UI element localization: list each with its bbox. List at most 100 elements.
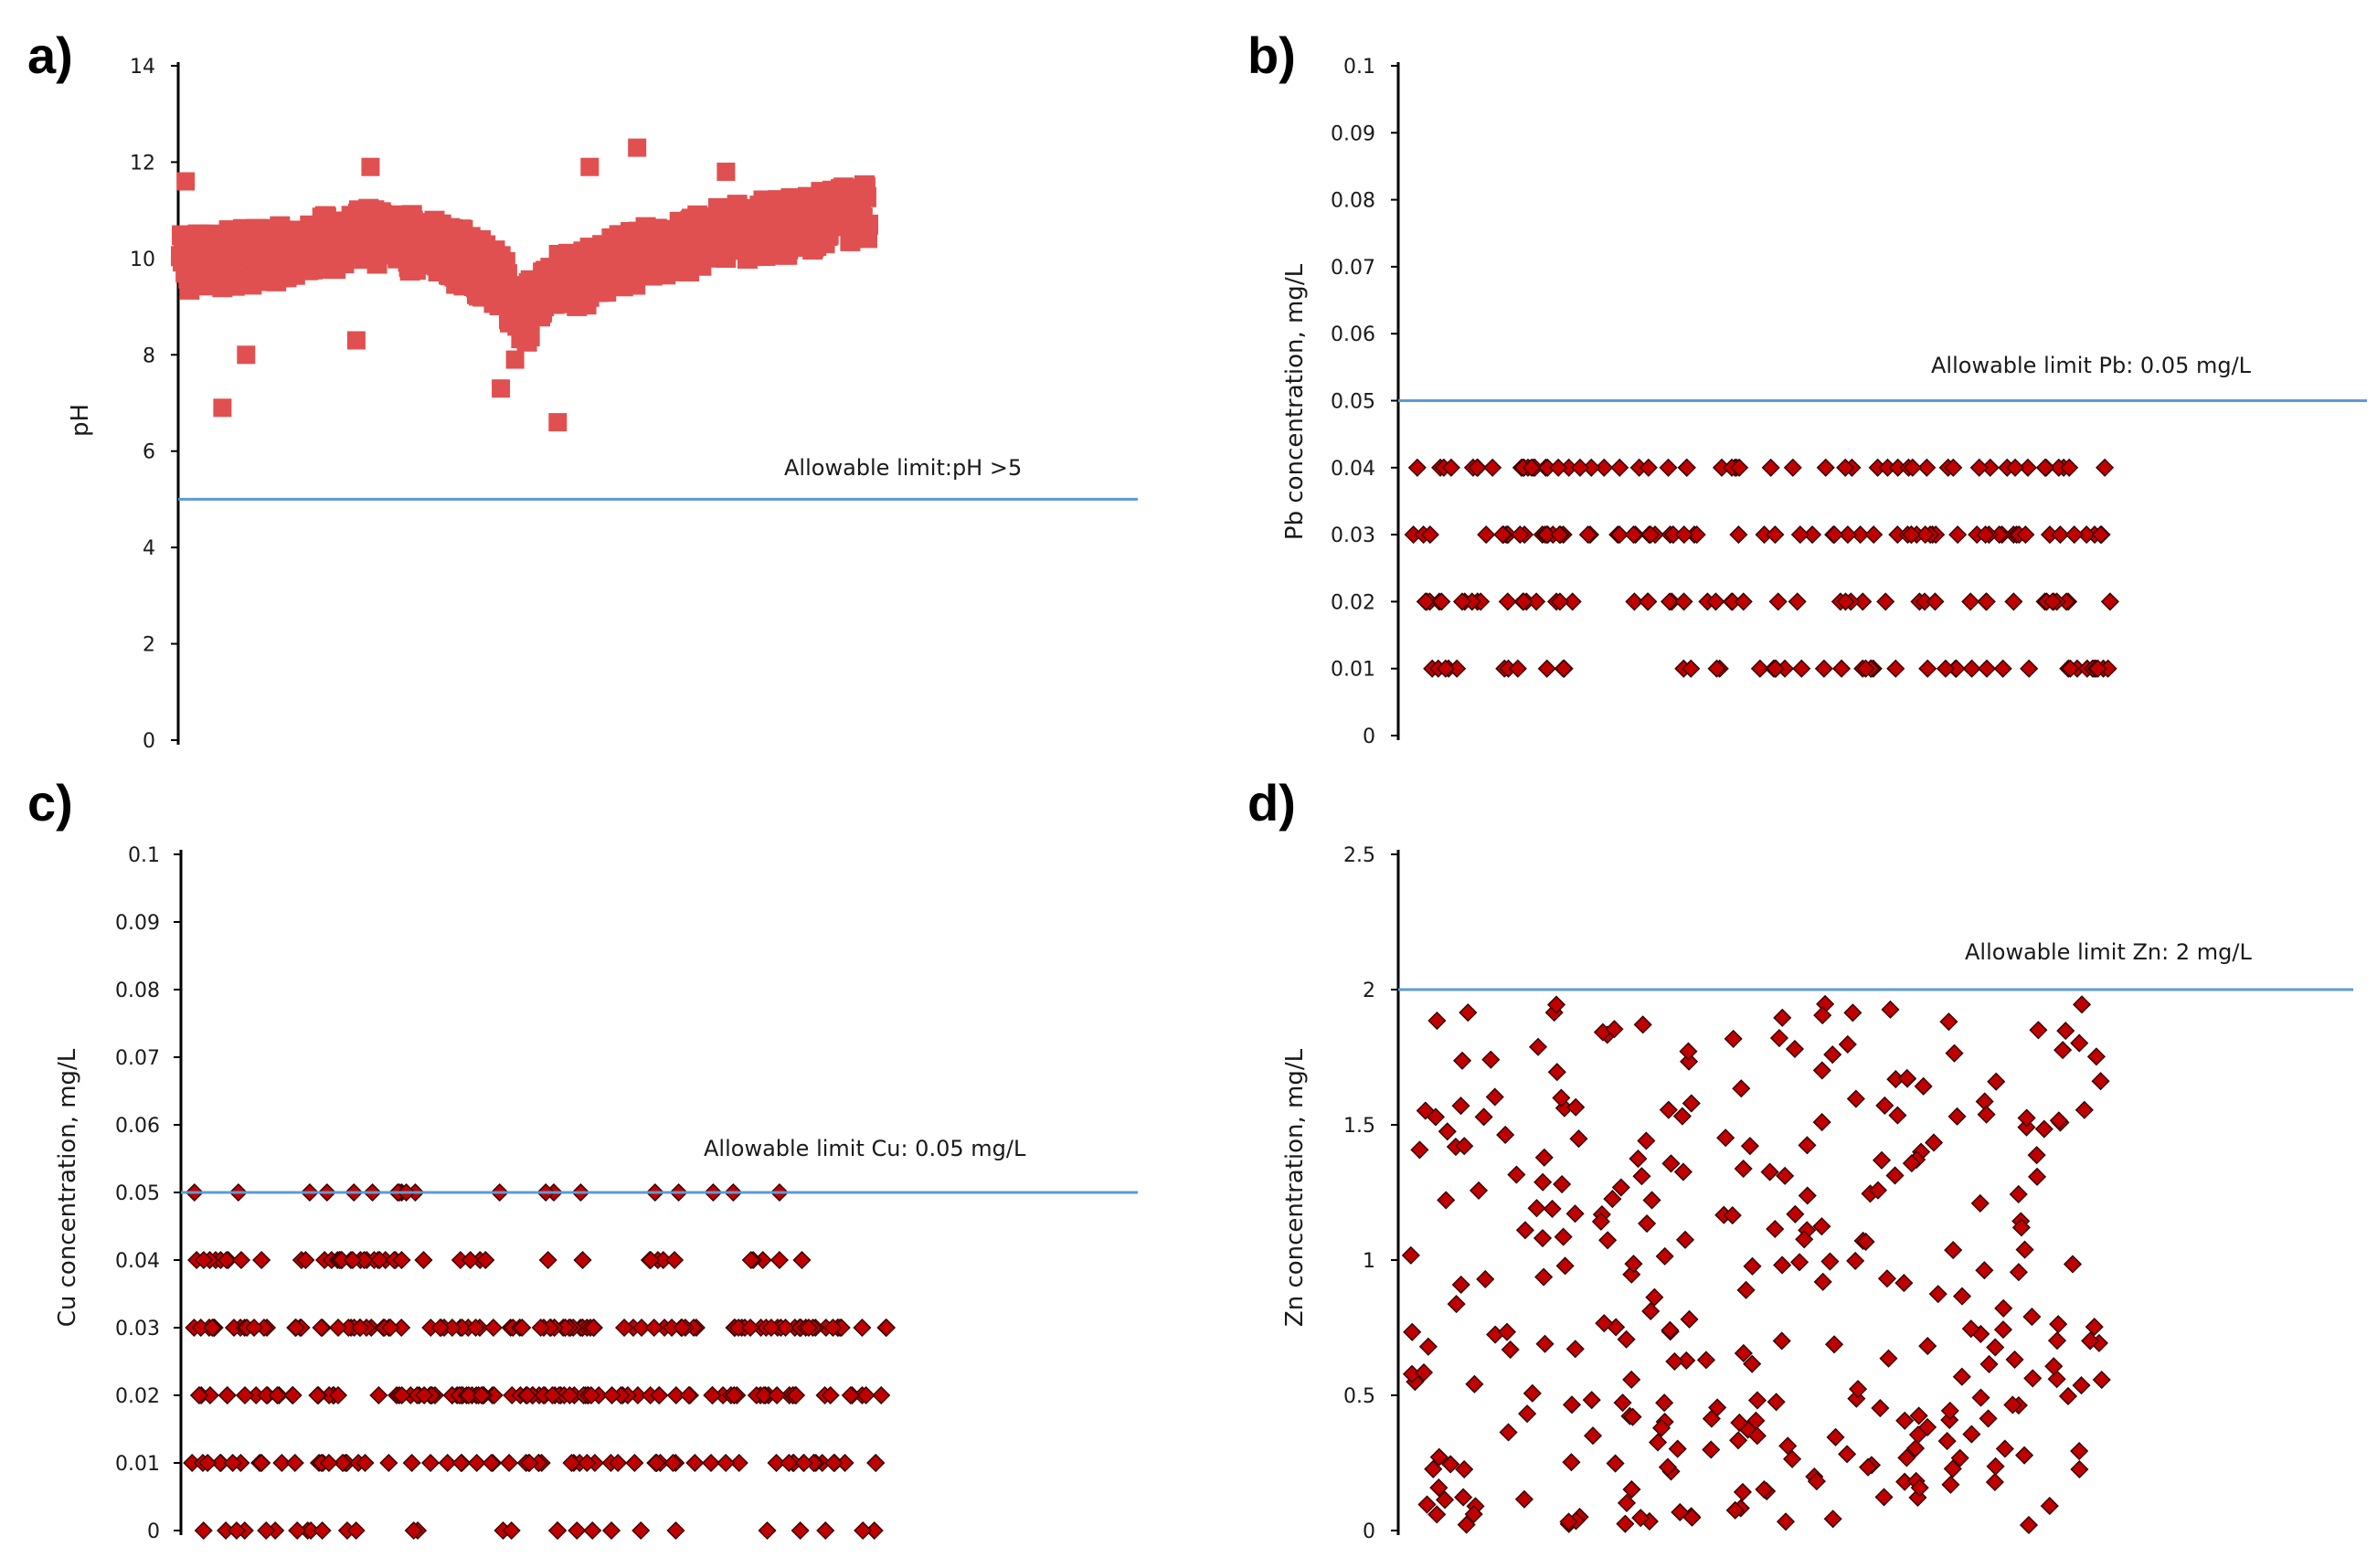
data-point	[2043, 592, 2063, 611]
data-point	[1511, 525, 1530, 545]
data-point	[227, 1520, 246, 1541]
data-point	[179, 279, 200, 300]
data-point	[1783, 1449, 1802, 1468]
data-point	[251, 1453, 271, 1473]
data-point	[856, 1385, 875, 1405]
y-tick-label: 0.02	[1331, 591, 1375, 614]
data-point	[1549, 458, 1568, 477]
data-point	[328, 1385, 348, 1405]
data-point	[580, 157, 600, 176]
data-point	[2044, 1357, 2064, 1376]
data-point	[1623, 1407, 1642, 1426]
data-point	[1761, 458, 1780, 477]
data-point	[1537, 525, 1556, 545]
data-point	[1941, 1475, 1960, 1494]
panel-b-y-ticks: 0 0.01 0.02 0.03 0.04 0.05 0.06 0.07 0.08 0.09 0.1	[1331, 56, 1398, 748]
data-point	[821, 1385, 840, 1405]
data-point	[791, 1520, 810, 1541]
y-tick-label: 0.07	[1331, 257, 1375, 280]
data-point	[1868, 1181, 1888, 1200]
data-point	[1441, 1455, 1460, 1474]
data-point	[1418, 1337, 1438, 1356]
data-point	[792, 1250, 812, 1270]
data-point	[1849, 1380, 1868, 1399]
data-point	[1562, 1453, 1581, 1472]
data-point	[1641, 1301, 1661, 1321]
data-point	[1814, 659, 1833, 678]
data-point	[2064, 525, 2084, 545]
data-point	[1546, 995, 1566, 1014]
data-point	[1838, 1034, 1857, 1054]
data-point	[1452, 592, 1472, 611]
data-point	[2009, 1184, 2028, 1204]
data-point	[369, 1385, 388, 1405]
data-point	[1918, 659, 1937, 678]
data-point	[1498, 592, 1517, 611]
data-point	[1617, 1493, 1637, 1512]
data-point	[1734, 592, 1753, 611]
data-point	[1908, 1425, 1927, 1445]
data-point	[1733, 1482, 1753, 1501]
data-point	[1813, 1272, 1832, 1291]
data-point	[1785, 1039, 1805, 1059]
data-point	[754, 1385, 773, 1405]
data-point	[716, 162, 736, 181]
data-point	[1871, 1398, 1890, 1418]
data-point	[502, 1520, 521, 1541]
data-point	[237, 345, 256, 365]
data-point	[1881, 1000, 1900, 1019]
data-point	[1847, 1389, 1866, 1408]
data-point	[573, 1250, 592, 1270]
data-point	[1501, 1340, 1520, 1360]
data-point	[1416, 1101, 1435, 1120]
y-tick-label: 0.03	[1331, 524, 1375, 547]
data-point	[2056, 1022, 2075, 1041]
data-point	[404, 1520, 423, 1541]
data-point	[1497, 1322, 1517, 1341]
data-point	[194, 1520, 213, 1541]
data-point	[2063, 1255, 2083, 1274]
data-point	[1605, 1020, 1624, 1039]
data-point	[1976, 525, 1995, 545]
data-point	[1874, 1488, 1894, 1507]
data-point	[379, 1453, 398, 1473]
data-point	[328, 1318, 348, 1338]
data-point	[257, 1520, 276, 1541]
data-point	[1897, 1448, 1916, 1467]
data-point	[402, 1453, 421, 1473]
data-point	[268, 1385, 287, 1405]
data-point	[609, 1453, 628, 1473]
data-point	[1897, 1068, 1916, 1087]
data-point	[1885, 1166, 1905, 1185]
data-point	[483, 1318, 503, 1338]
panel-b: b) 0 0.01 0.02 0.03 0.04 0.05 0.06 0.07 0.08 0.09…	[1247, 26, 2367, 748]
data-point	[725, 1385, 744, 1405]
y-tick-label: 14	[130, 56, 155, 79]
y-tick-label: 0	[1363, 726, 1375, 748]
data-point	[1843, 1003, 1862, 1022]
data-point	[628, 138, 647, 157]
data-point	[1856, 659, 1875, 678]
data-point	[1687, 525, 1706, 545]
data-point	[1788, 592, 1807, 611]
data-point	[1606, 1454, 1625, 1473]
data-point	[1813, 1006, 1832, 1025]
data-point	[1424, 1459, 1443, 1478]
data-point	[1485, 1087, 1504, 1107]
data-point	[2070, 1441, 2089, 1461]
data-point	[1481, 1050, 1501, 1069]
data-point	[1629, 1150, 1648, 1169]
data-point	[1816, 458, 1835, 477]
data-point	[664, 1250, 684, 1270]
data-point	[1910, 1478, 1929, 1498]
data-point	[1944, 1241, 1963, 1260]
data-point	[1533, 1172, 1553, 1192]
data-point	[1798, 1136, 1817, 1155]
data-point	[223, 1453, 242, 1473]
data-point	[1790, 525, 1809, 545]
y-tick-label: 0.1	[128, 844, 160, 867]
data-point	[1902, 525, 1921, 545]
data-point	[430, 1318, 450, 1338]
data-point	[459, 1385, 478, 1405]
data-point	[1537, 659, 1556, 678]
